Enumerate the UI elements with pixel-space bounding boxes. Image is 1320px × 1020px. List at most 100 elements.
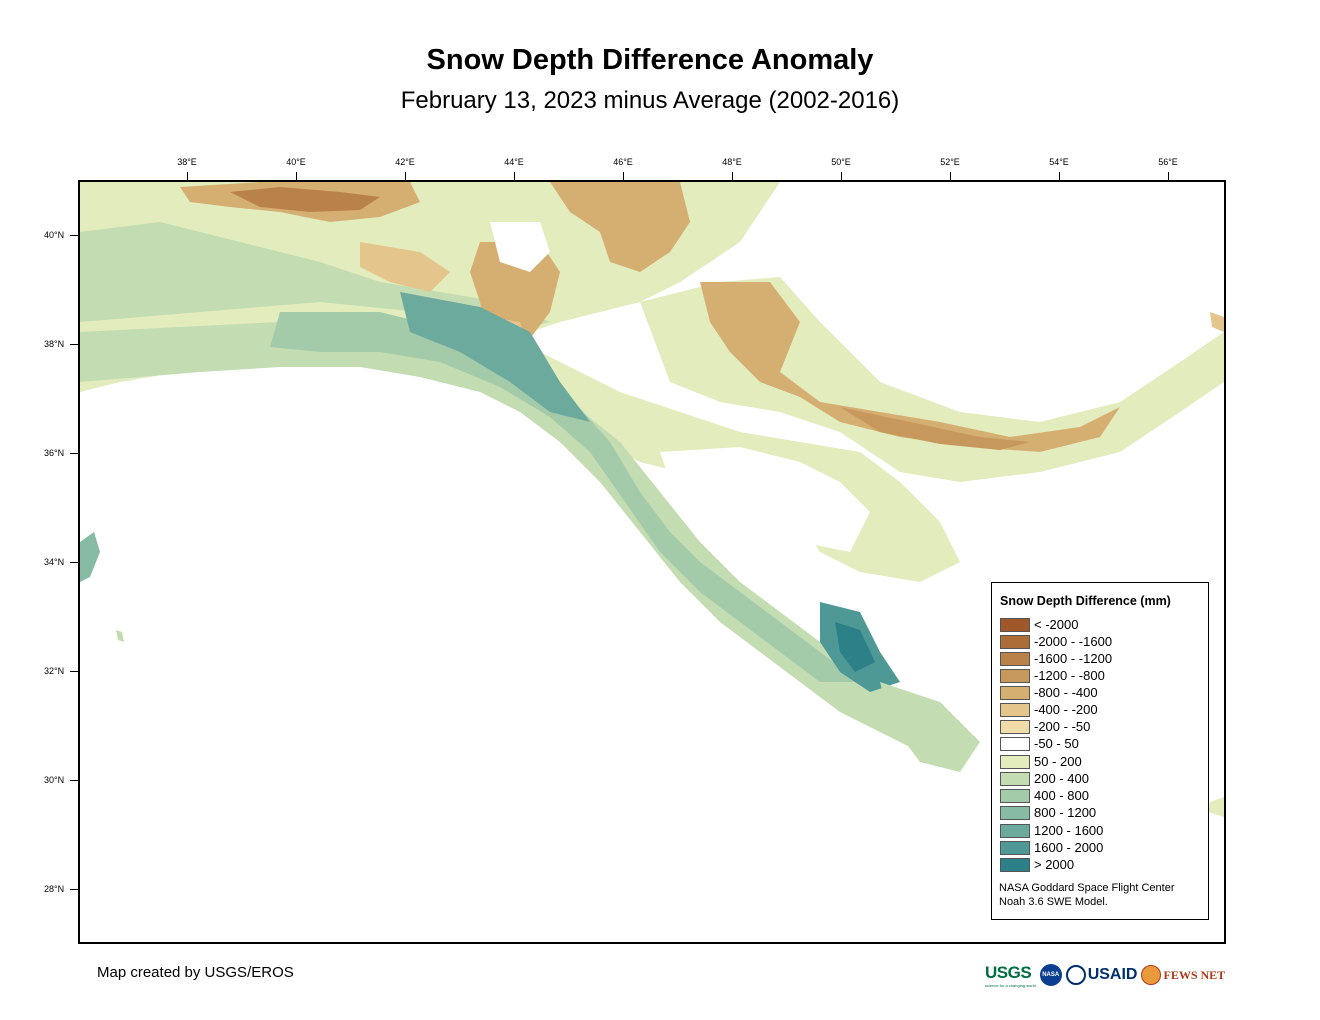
legend-credit-source: NASA Goddard Space Flight Center <box>999 882 1175 894</box>
snow-region-north-dark-brown <box>230 187 380 212</box>
snow-region-zagros-southtail <box>880 682 980 772</box>
nasa-logo: NASA <box>1039 964 1062 986</box>
legend-swatch <box>1000 617 1030 632</box>
lon-tick-mark <box>841 172 842 180</box>
snow-region-zagros-deepest <box>835 622 875 672</box>
lat-tick-mark <box>70 889 78 890</box>
legend-label: 800 - 1200 <box>1034 805 1097 820</box>
usaid-seal-icon <box>1065 965 1086 985</box>
usaid-logo: USAID <box>1065 965 1138 985</box>
lon-tick-mark <box>732 172 733 180</box>
legend-swatch <box>1000 823 1030 838</box>
snow-region-zagros-teal <box>400 292 590 422</box>
legend-swatch <box>1000 805 1030 820</box>
lon-tick-mark <box>514 172 515 180</box>
map-subtitle: February 13, 2023 minus Average (2002-20… <box>400 87 900 114</box>
lon-tick-label: 38°E <box>177 157 197 167</box>
lat-tick-mark <box>70 344 78 345</box>
fews-net-logo-text: FEWS NET <box>1163 967 1226 982</box>
legend-title: Snow Depth Difference (mm) <box>1000 594 1171 608</box>
legend-item: 400 - 800 <box>1000 787 1089 804</box>
lat-tick-mark <box>70 453 78 454</box>
map-credit: Map created by USGS/EROS <box>97 964 294 981</box>
legend-swatch <box>1000 651 1030 666</box>
legend-item: -200 - -50 <box>1000 718 1090 735</box>
lat-tick-label: 28°N <box>44 884 65 894</box>
lat-tick-mark <box>70 671 78 672</box>
lat-tick-label: 38°N <box>44 339 65 349</box>
legend-label: 1200 - 1600 <box>1034 823 1104 838</box>
lon-tick-mark <box>296 172 297 180</box>
snow-region-ne-brown <box>550 182 690 272</box>
legend-swatch <box>1000 685 1030 700</box>
legend-label: 1600 - 2000 <box>1034 840 1104 855</box>
lon-tick-label: 42°E <box>395 157 415 167</box>
lon-tick-mark <box>1168 172 1169 180</box>
fews-net-logo: FEWS NET <box>1141 965 1225 985</box>
map-frame[interactable] <box>78 180 1226 944</box>
snow-region-west-patch <box>80 532 100 582</box>
legend-item: 1600 - 2000 <box>1000 839 1103 856</box>
usaid-logo-text: USAID <box>1087 966 1138 983</box>
legend-item: > 2000 <box>1000 856 1074 873</box>
legend-item: 50 - 200 <box>1000 753 1082 770</box>
legend-swatch <box>1000 771 1030 786</box>
snow-region-central-white <box>660 447 870 552</box>
legend-label: 50 - 200 <box>1034 754 1082 769</box>
lon-tick-label: 54°E <box>1049 157 1069 167</box>
lon-tick-label: 44°E <box>504 157 524 167</box>
snow-region-east-tip <box>1210 312 1224 332</box>
legend-swatch <box>1000 634 1030 649</box>
lon-tick-mark <box>405 172 406 180</box>
map-title: Snow Depth Difference Anomaly <box>426 44 874 76</box>
lon-tick-mark <box>623 172 624 180</box>
legend-item: -800 - -400 <box>1000 684 1098 701</box>
legend-label: -1200 - -800 <box>1034 668 1105 683</box>
lat-tick-mark <box>70 562 78 563</box>
legend-item: 200 - 400 <box>1000 770 1089 787</box>
legend-label: -800 - -400 <box>1034 685 1098 700</box>
legend-item: -50 - 50 <box>1000 735 1079 752</box>
legend-label: -400 - -200 <box>1034 702 1098 717</box>
lon-tick-label: 40°E <box>286 157 306 167</box>
snow-anomaly-map <box>80 182 1224 817</box>
usgs-logo: USGS science for a changing world <box>985 963 1036 988</box>
lat-tick-label: 36°N <box>44 448 65 458</box>
legend-label: -1600 - -1200 <box>1034 651 1113 666</box>
partner-logos: USGS science for a changing world NASA U… <box>985 962 1225 988</box>
lon-tick-label: 46°E <box>613 157 633 167</box>
legend-item: 1200 - 1600 <box>1000 822 1103 839</box>
lon-tick-mark <box>1059 172 1060 180</box>
legend-item: -400 - -200 <box>1000 701 1098 718</box>
legend-item: < -2000 <box>1000 616 1078 633</box>
legend-item: -1200 - -800 <box>1000 667 1105 684</box>
lat-tick-mark <box>70 780 78 781</box>
legend-swatch <box>1000 857 1030 872</box>
lon-tick-label: 48°E <box>722 157 742 167</box>
lon-tick-mark <box>187 172 188 180</box>
legend-swatch <box>1000 668 1030 683</box>
legend-swatch <box>1000 736 1030 751</box>
legend-swatch <box>1000 840 1030 855</box>
snow-region-sw-dot <box>116 630 124 642</box>
legend-label: > 2000 <box>1034 857 1075 872</box>
snow-region-alborz-brown <box>700 282 1120 452</box>
legend-label: -200 - -50 <box>1034 719 1091 734</box>
usgs-logo-tagline: science for a changing world <box>985 982 1036 988</box>
legend-item: 800 - 1200 <box>1000 804 1096 821</box>
legend-label: -2000 - -1600 <box>1034 634 1113 649</box>
legend-label: -50 - 50 <box>1034 736 1079 751</box>
lon-tick-label: 52°E <box>940 157 960 167</box>
lon-tick-label: 50°E <box>831 157 851 167</box>
snow-region-lake-white <box>490 222 550 272</box>
lat-tick-label: 30°N <box>44 775 65 785</box>
legend-swatch <box>1000 719 1030 734</box>
legend-label: < -2000 <box>1034 617 1079 632</box>
lat-tick-label: 34°N <box>44 557 65 567</box>
legend-swatch <box>1000 754 1030 769</box>
map-legend: Snow Depth Difference (mm) < -2000 -2000… <box>991 582 1209 920</box>
legend-item: -1600 - -1200 <box>1000 650 1112 667</box>
snow-region-central-brown-2 <box>360 242 450 292</box>
legend-label: 200 - 400 <box>1034 771 1089 786</box>
legend-credit-model: Noah 3.6 SWE Model. <box>999 896 1108 908</box>
